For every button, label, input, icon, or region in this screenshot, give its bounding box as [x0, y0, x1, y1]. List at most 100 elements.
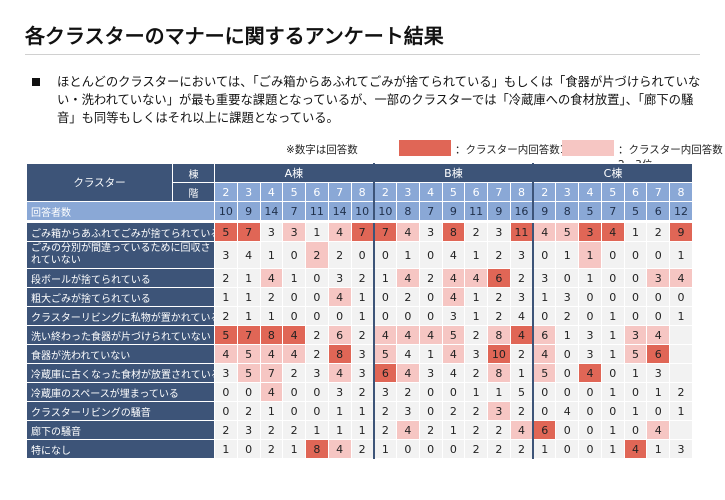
data-cell: 2	[305, 344, 329, 364]
data-cell: 4	[259, 382, 284, 402]
data-cell: 0	[578, 401, 602, 421]
data-cell: 1	[282, 439, 306, 459]
data-cell: 2	[509, 344, 535, 364]
floor-header-cell: 8	[350, 182, 375, 202]
data-cell: 3	[646, 268, 671, 288]
data-cell: 4	[646, 420, 671, 440]
data-cell: 1	[259, 306, 284, 326]
data-cell: 3	[555, 287, 580, 307]
data-cell: 5	[236, 344, 261, 364]
data-cell: 3	[418, 363, 443, 383]
building-header: 棟	[172, 163, 215, 183]
data-cell: 1	[259, 241, 284, 269]
row-label: 段ボールが捨てられている	[26, 268, 215, 288]
data-cell: 1	[623, 401, 648, 421]
data-cell: 0	[282, 401, 306, 421]
data-cell: 1	[509, 363, 535, 383]
data-cell: 0	[418, 401, 443, 421]
legend-label-rank1: ：クラスター内回答数1位	[455, 144, 577, 156]
data-cell: 2	[464, 363, 489, 383]
data-cell: 4	[464, 268, 489, 288]
data-cell: 0	[532, 306, 557, 326]
table-row: ごみの分別が間違っているために回収されていない 3 4 1 0 2 2 0 0 1 0 4 1 2 3 0 1 1…	[26, 241, 693, 269]
data-cell: 7	[373, 221, 398, 242]
data-cell: 1	[464, 241, 489, 269]
data-cell: 5	[214, 325, 238, 345]
data-cell: 3	[623, 325, 648, 345]
floor-header-cell: 4	[259, 182, 284, 202]
data-cell: 3	[214, 241, 238, 269]
data-cell: 2	[509, 268, 535, 288]
data-cell: 4	[600, 221, 625, 242]
legend-swatch-rank1	[399, 140, 451, 156]
table-row: 廊下の騒音 2 3 2 2 1 1 1 2 4 2 1 2 2 4 6 0 0 1 0 4	[26, 420, 693, 440]
data-cell: 2	[350, 439, 375, 459]
data-cell: 0	[373, 287, 398, 307]
data-cell: 0	[441, 439, 466, 459]
data-cell: 2	[214, 306, 238, 326]
data-cell: 4	[441, 241, 466, 269]
data-cell: 0	[578, 382, 602, 402]
row-label: ごみの分別が間違っているために回収されていない	[26, 241, 215, 269]
data-cell: 1	[578, 241, 602, 269]
respondent-count-cell: 8	[396, 201, 420, 223]
data-cell: 8	[259, 325, 284, 345]
data-cell: 6	[487, 268, 511, 288]
data-cell: 2	[305, 325, 329, 345]
data-cell: 2	[418, 420, 443, 440]
data-cell: 1	[600, 420, 625, 440]
data-cell: 2	[464, 420, 489, 440]
data-cell: 4	[214, 344, 238, 364]
data-cell: 0	[418, 382, 443, 402]
data-cell: 1	[532, 287, 557, 307]
data-cell: 0	[600, 268, 625, 288]
legend-note: ※数字は回答数	[286, 144, 358, 156]
data-cell: 4	[441, 268, 466, 288]
floor-header-cell: 7	[327, 182, 352, 202]
data-cell: 2	[487, 241, 511, 269]
respondent-count-cell: 11	[464, 201, 489, 223]
data-cell: 2	[259, 439, 284, 459]
data-cell: 0	[623, 287, 648, 307]
data-cell: 6	[646, 344, 671, 364]
data-cell: 4	[669, 268, 693, 288]
corner-header: クラスター	[26, 163, 173, 202]
data-cell: 1	[214, 287, 238, 307]
floor-header-cell: 3	[555, 182, 580, 202]
data-cell: 4	[509, 306, 535, 326]
data-cell: 2	[259, 287, 284, 307]
data-cell: 1	[441, 420, 466, 440]
data-cell: 3	[509, 287, 535, 307]
respondent-count-cell: 9	[236, 201, 261, 223]
respondent-count-cell: 5	[578, 201, 602, 223]
data-cell: 4	[532, 344, 557, 364]
data-cell: 1	[350, 306, 375, 326]
data-cell: 4	[578, 363, 602, 383]
floor-header-cell: 2	[532, 182, 557, 202]
table-row: クラスターリビングの騒音 0 2 1 0 0 1 1 2 3 0 2 2 3 2 0 4 0 0 1 0 1	[26, 401, 693, 421]
respondents-label: 回答者数	[26, 201, 215, 223]
page-title: 各クラスターのマナーに関するアンケート結果	[25, 24, 444, 48]
data-cell: 3	[487, 221, 511, 242]
data-cell: 0	[600, 287, 625, 307]
row-label: 食器が洗われていない	[26, 344, 215, 364]
data-cell: 2	[350, 382, 375, 402]
data-cell: 2	[282, 363, 306, 383]
data-cell: 3	[487, 401, 511, 421]
summary-bullet: ほとんどのクラスターにおいては、「ごみ箱からあふれてごみが捨てられている」もしく…	[32, 73, 702, 127]
respondent-count-cell: 10	[373, 201, 398, 223]
data-cell: 1	[396, 241, 420, 269]
floor-header-cell: 7	[646, 182, 671, 202]
data-cell: 0	[578, 306, 602, 326]
data-cell: 8	[441, 221, 466, 242]
data-cell: 1	[327, 401, 352, 421]
data-cell: 2	[418, 268, 443, 288]
data-cell: 11	[509, 221, 535, 242]
data-cell: 4	[555, 401, 580, 421]
data-cell: 3	[282, 221, 306, 242]
data-cell: 1	[669, 241, 693, 269]
row-label: クラスターリビングの騒音	[26, 401, 215, 421]
building-2-header: C棟	[532, 163, 693, 183]
data-cell: 3	[236, 420, 261, 440]
data-cell: 0	[600, 363, 625, 383]
